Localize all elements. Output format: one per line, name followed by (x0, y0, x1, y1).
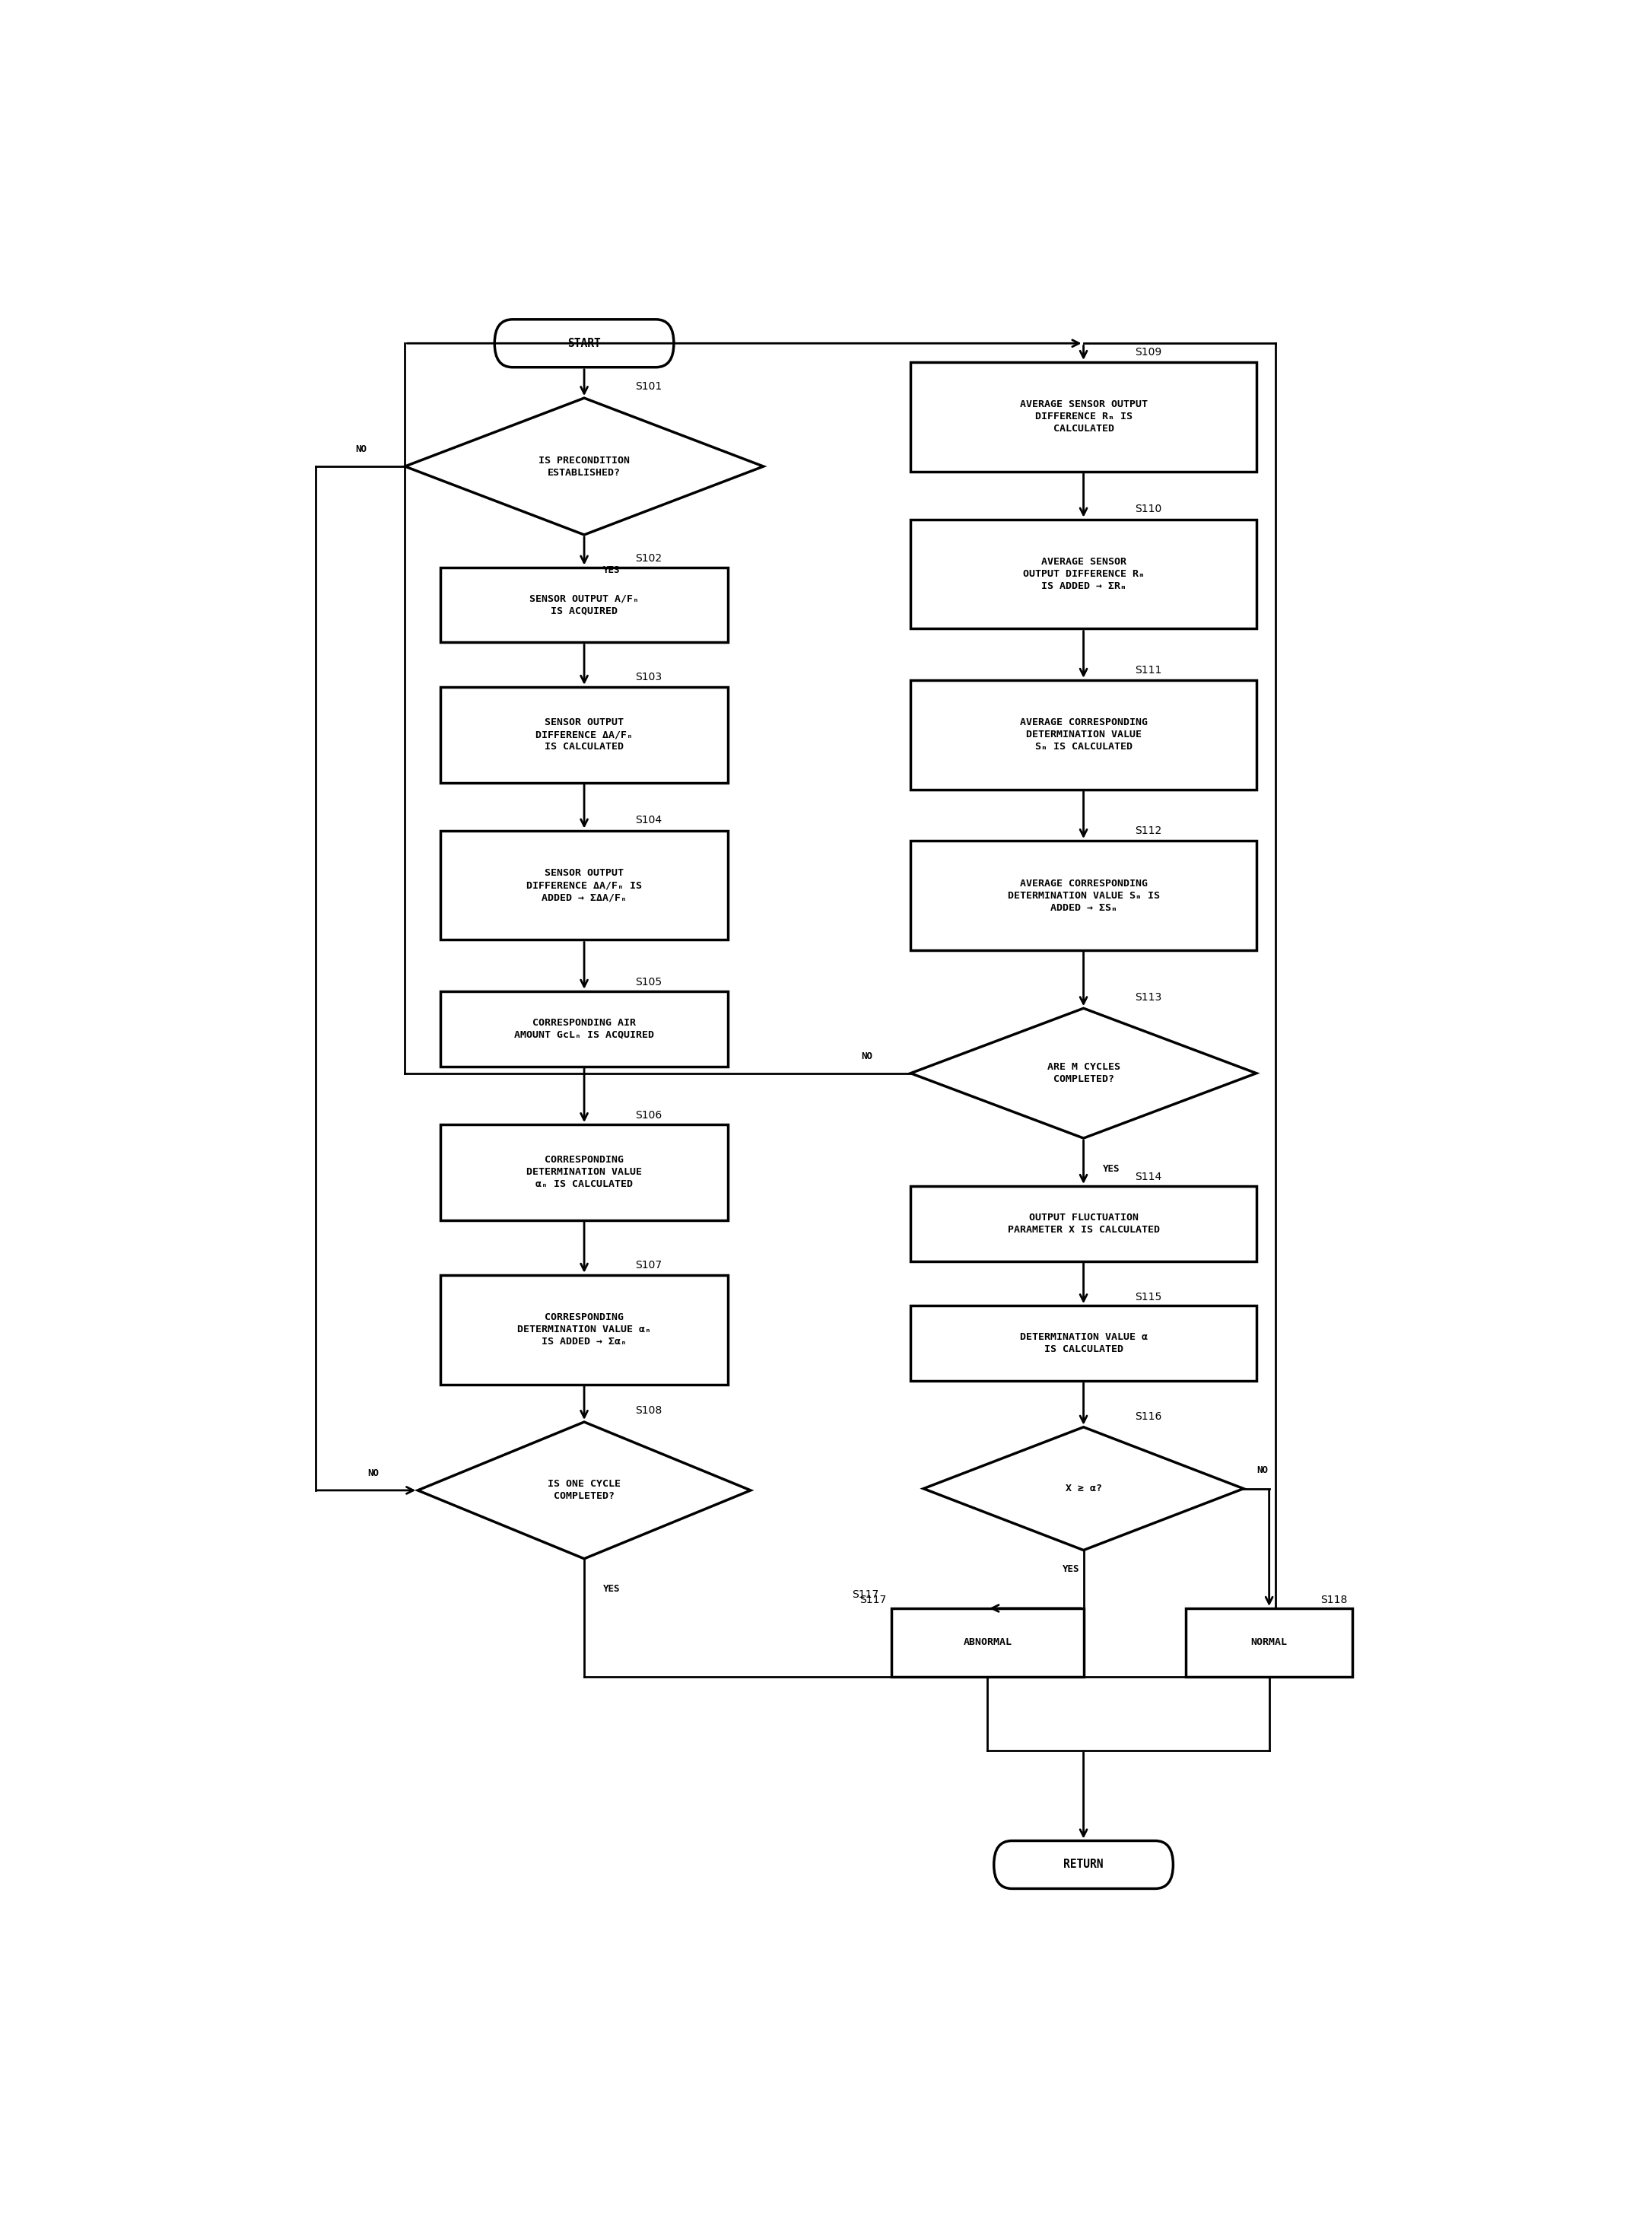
Text: S112: S112 (1135, 826, 1161, 837)
FancyBboxPatch shape (439, 1274, 729, 1385)
Text: CORRESPONDING
DETERMINATION VALUE αₙ
IS ADDED → Σαₙ: CORRESPONDING DETERMINATION VALUE αₙ IS … (517, 1312, 651, 1348)
Text: NO: NO (1257, 1465, 1267, 1474)
Text: IS PRECONDITION
ESTABLISHED?: IS PRECONDITION ESTABLISHED? (539, 455, 629, 477)
Text: S107: S107 (636, 1259, 662, 1270)
Text: OUTPUT FLUCTUATION
PARAMETER X IS CALCULATED: OUTPUT FLUCTUATION PARAMETER X IS CALCUL… (1008, 1212, 1160, 1234)
FancyBboxPatch shape (910, 679, 1257, 790)
Text: S106: S106 (636, 1110, 662, 1121)
Text: AVERAGE CORRESPONDING
DETERMINATION VALUE Sₘ IS
ADDED → ΣSₘ: AVERAGE CORRESPONDING DETERMINATION VALU… (1008, 879, 1160, 912)
FancyBboxPatch shape (910, 1305, 1257, 1381)
Text: RETURN: RETURN (1064, 1858, 1104, 1871)
FancyBboxPatch shape (439, 686, 729, 784)
Text: S117: S117 (852, 1590, 879, 1601)
Text: NO: NO (355, 444, 367, 455)
Text: NO: NO (368, 1467, 380, 1479)
Text: AVERAGE SENSOR
OUTPUT DIFFERENCE Rₘ
IS ADDED → ΣRₘ: AVERAGE SENSOR OUTPUT DIFFERENCE Rₘ IS A… (1023, 557, 1145, 591)
Text: S108: S108 (636, 1405, 662, 1416)
Text: YES: YES (1104, 1163, 1120, 1174)
Text: YES: YES (1062, 1563, 1079, 1574)
Text: SENSOR OUTPUT A/Fₙ
IS ACQUIRED: SENSOR OUTPUT A/Fₙ IS ACQUIRED (529, 593, 639, 615)
FancyBboxPatch shape (439, 990, 729, 1066)
Text: AVERAGE CORRESPONDING
DETERMINATION VALUE
Sₘ IS CALCULATED: AVERAGE CORRESPONDING DETERMINATION VALU… (1019, 717, 1148, 753)
FancyBboxPatch shape (1186, 1607, 1353, 1676)
Text: YES: YES (603, 1585, 621, 1594)
Text: CORRESPONDING AIR
AMOUNT GcLₙ IS ACQUIRED: CORRESPONDING AIR AMOUNT GcLₙ IS ACQUIRE… (514, 1017, 654, 1039)
Text: NO: NO (861, 1052, 872, 1061)
Text: S104: S104 (636, 815, 662, 826)
Text: S103: S103 (636, 673, 662, 684)
Text: AVERAGE SENSOR OUTPUT
DIFFERENCE Rₘ IS
CALCULATED: AVERAGE SENSOR OUTPUT DIFFERENCE Rₘ IS C… (1019, 400, 1148, 433)
FancyBboxPatch shape (910, 1185, 1257, 1261)
Polygon shape (910, 1008, 1257, 1139)
FancyBboxPatch shape (910, 519, 1257, 628)
Text: S109: S109 (1135, 346, 1161, 357)
Text: START: START (568, 337, 601, 349)
Text: S115: S115 (1135, 1292, 1161, 1303)
Text: ARE M CYCLES
COMPLETED?: ARE M CYCLES COMPLETED? (1047, 1061, 1120, 1083)
Text: IS ONE CYCLE
COMPLETED?: IS ONE CYCLE COMPLETED? (548, 1479, 621, 1501)
FancyBboxPatch shape (995, 1840, 1173, 1889)
FancyBboxPatch shape (439, 1126, 729, 1221)
Text: S118: S118 (1320, 1594, 1348, 1605)
Text: S116: S116 (1135, 1412, 1161, 1421)
Text: X ≥ α?: X ≥ α? (1066, 1483, 1102, 1494)
Text: SENSOR OUTPUT
DIFFERENCE ΔA/Fₙ
IS CALCULATED: SENSOR OUTPUT DIFFERENCE ΔA/Fₙ IS CALCUL… (535, 717, 633, 753)
Polygon shape (923, 1427, 1244, 1550)
Text: S113: S113 (1135, 992, 1161, 1003)
Text: S102: S102 (636, 553, 662, 564)
Text: CORRESPONDING
DETERMINATION VALUE
αₙ IS CALCULATED: CORRESPONDING DETERMINATION VALUE αₙ IS … (527, 1154, 643, 1190)
FancyBboxPatch shape (439, 830, 729, 939)
Text: NORMAL: NORMAL (1251, 1638, 1287, 1647)
Text: ABNORMAL: ABNORMAL (963, 1638, 1011, 1647)
Polygon shape (418, 1423, 750, 1558)
FancyBboxPatch shape (910, 841, 1257, 950)
Text: S111: S111 (1135, 664, 1161, 675)
Text: S105: S105 (636, 977, 662, 988)
FancyBboxPatch shape (910, 362, 1257, 471)
Text: S114: S114 (1135, 1172, 1161, 1183)
Text: YES: YES (603, 566, 621, 575)
FancyBboxPatch shape (892, 1607, 1084, 1676)
Text: SENSOR OUTPUT
DIFFERENCE ΔA/Fₙ IS
ADDED → ΣΔA/Fₙ: SENSOR OUTPUT DIFFERENCE ΔA/Fₙ IS ADDED … (527, 868, 643, 901)
Polygon shape (405, 397, 763, 535)
Text: DETERMINATION VALUE α
IS CALCULATED: DETERMINATION VALUE α IS CALCULATED (1019, 1332, 1148, 1354)
Text: S101: S101 (636, 382, 662, 393)
FancyBboxPatch shape (494, 320, 674, 366)
Text: S110: S110 (1135, 504, 1161, 515)
FancyBboxPatch shape (439, 568, 729, 642)
Text: S117: S117 (859, 1594, 885, 1605)
